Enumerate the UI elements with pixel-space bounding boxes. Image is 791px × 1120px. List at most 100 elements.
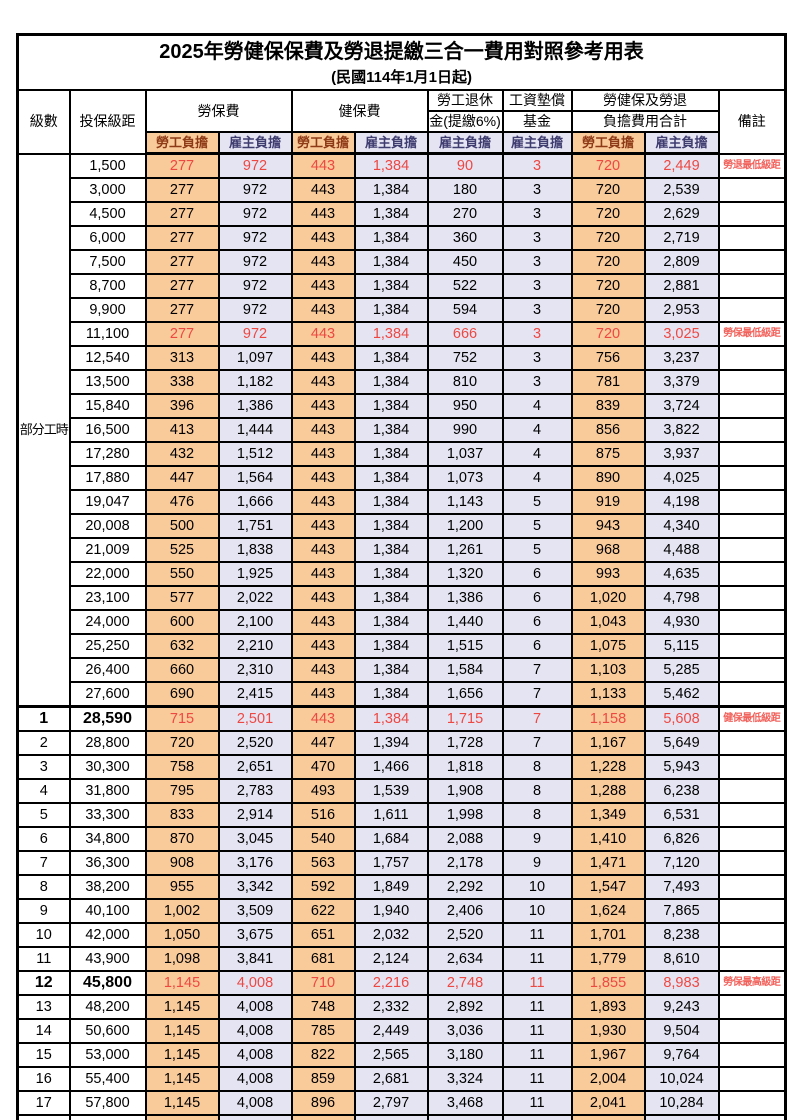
health-employer-cell: 2,565 [353, 1042, 429, 1068]
total-employee-cell: 1,624 [570, 898, 646, 924]
table-row: 9 40,100 1,002 3,509 622 1,940 2,406 10 1,624 7,8… [16, 898, 787, 924]
labor-employee-cell: 1,145 [144, 970, 220, 996]
total-employer-cell: 10,609 [643, 1114, 720, 1120]
pension-employer-cell: 90 [426, 152, 504, 179]
table-row: 7,500 277 972 443 1,384 450 3 720 2,809 [18, 249, 787, 275]
salary-bracket-cell: 23,100 [68, 585, 147, 611]
level-cell: 15 [16, 1042, 71, 1068]
salary-bracket-cell: 50,600 [68, 1018, 147, 1044]
fund-employer-cell: 11 [501, 1018, 573, 1044]
health-employee-cell: 447 [290, 730, 356, 756]
header-level: 級數 [16, 89, 71, 155]
level-cell: 10 [16, 922, 71, 948]
labor-employer-cell: 4,008 [217, 994, 293, 1020]
salary-bracket-cell: 27,600 [68, 681, 147, 708]
fund-employer-cell: 8 [501, 754, 573, 780]
total-employee-cell: 1,410 [570, 826, 646, 852]
health-employer-cell: 1,384 [353, 489, 429, 515]
total-employee-cell: 720 [570, 321, 646, 347]
total-employee-cell: 720 [570, 297, 646, 323]
remark-cell [717, 345, 787, 371]
fund-employer-cell: 11 [501, 1114, 573, 1120]
health-employee-cell: 443 [290, 681, 356, 708]
health-employer-cell: 1,384 [353, 177, 429, 203]
labor-employee-cell: 525 [144, 537, 220, 563]
table-row: 1860,8001,1454,0089432,9423,648112,08810… [16, 1114, 787, 1120]
health-employee-cell: 748 [290, 994, 356, 1020]
labor-employee-cell: 1,145 [144, 1042, 220, 1068]
fund-employer-cell: 10 [501, 874, 573, 900]
remark-cell [717, 489, 787, 515]
total-employer-cell: 6,238 [643, 778, 720, 804]
table-row: 12,540 313 1,097 443 1,384 752 3 756 3,237 [18, 345, 787, 371]
health-employee-cell: 681 [290, 946, 356, 972]
pension-employer-cell: 1,715 [426, 705, 504, 732]
labor-employee-cell: 277 [144, 201, 220, 227]
header-wage-fund-line1: 工資墊償 [501, 89, 573, 112]
remark-cell [717, 850, 787, 876]
pension-employer-cell: 1,037 [426, 441, 504, 467]
pension-employer-cell: 3,468 [426, 1090, 504, 1116]
health-employer-cell: 2,797 [353, 1090, 429, 1116]
fund-employer-cell: 5 [501, 537, 573, 563]
health-employer-cell: 2,216 [353, 970, 429, 996]
remark-cell [717, 441, 787, 467]
health-employer-cell: 1,684 [353, 826, 429, 852]
health-employee-cell: 443 [290, 152, 356, 179]
health-employer-cell: 1,757 [353, 850, 429, 876]
table-row: 6,000 277 972 443 1,384 360 3 720 2,719 [18, 225, 787, 251]
health-employee-cell: 443 [290, 441, 356, 467]
labor-employer-cell: 1,666 [217, 489, 293, 515]
health-employee-cell: 443 [290, 585, 356, 611]
total-employer-cell: 4,798 [643, 585, 720, 611]
total-employee-cell: 1,967 [570, 1042, 646, 1068]
subheader-health-employee: 勞工負擔 [290, 131, 356, 155]
subheader-total-employer: 雇主負擔 [643, 131, 720, 155]
table-row: 3 30,300 758 2,651 470 1,466 1,818 8 1,228 5,943 [16, 754, 787, 780]
health-employee-cell: 822 [290, 1042, 356, 1068]
labor-employee-cell: 1,098 [144, 946, 220, 972]
level-cell: 9 [16, 898, 71, 924]
health-employer-cell: 1,384 [353, 441, 429, 467]
labor-employee-cell: 833 [144, 802, 220, 828]
remark-cell [717, 561, 787, 587]
remark-cell [717, 681, 787, 708]
health-employee-cell: 943 [290, 1114, 356, 1120]
labor-employer-cell: 4,008 [217, 1090, 293, 1116]
health-employee-cell: 443 [290, 225, 356, 251]
labor-employer-cell: 972 [217, 225, 293, 251]
table-body: 部分工時 1,500 277 972 443 1,384 90 3 720 2,449 勞退最低級距… [16, 152, 787, 1120]
total-employer-cell: 7,120 [643, 850, 720, 876]
total-employer-cell: 3,822 [643, 417, 720, 443]
health-employee-cell: 443 [290, 489, 356, 515]
labor-employer-cell: 4,008 [217, 1042, 293, 1068]
health-employer-cell: 1,849 [353, 874, 429, 900]
remark-cell [717, 249, 787, 275]
table-row: 4,500 277 972 443 1,384 270 3 720 2,629 [18, 201, 787, 227]
remark-cell [717, 537, 787, 563]
salary-bracket-cell: 53,000 [68, 1042, 147, 1068]
header-remark: 備註 [717, 89, 787, 155]
remark-cell [717, 225, 787, 251]
pension-employer-cell: 180 [426, 177, 504, 203]
health-employee-cell: 785 [290, 1018, 356, 1044]
remark-cell [717, 657, 787, 683]
table-row: 1 28,590 715 2,501 443 1,384 1,715 7 1,158 5,608 健… [16, 705, 787, 732]
salary-bracket-cell: 15,840 [68, 393, 147, 419]
labor-employer-cell: 972 [217, 249, 293, 275]
fund-employer-cell: 11 [501, 1090, 573, 1116]
salary-bracket-cell: 19,047 [68, 489, 147, 515]
health-employer-cell: 1,384 [353, 705, 429, 732]
fund-employer-cell: 11 [501, 922, 573, 948]
health-employer-cell: 1,384 [353, 345, 429, 371]
total-employer-cell: 6,531 [643, 802, 720, 828]
pension-employer-cell: 1,143 [426, 489, 504, 515]
pension-employer-cell: 522 [426, 273, 504, 299]
fund-employer-cell: 11 [501, 946, 573, 972]
health-employee-cell: 443 [290, 345, 356, 371]
remark-cell [717, 778, 787, 804]
labor-employer-cell: 4,008 [217, 970, 293, 996]
total-employer-cell: 8,238 [643, 922, 720, 948]
labor-employee-cell: 1,145 [144, 1114, 220, 1120]
table-row: 8 38,200 955 3,342 592 1,849 2,292 10 1,547 7,493 [16, 874, 787, 900]
